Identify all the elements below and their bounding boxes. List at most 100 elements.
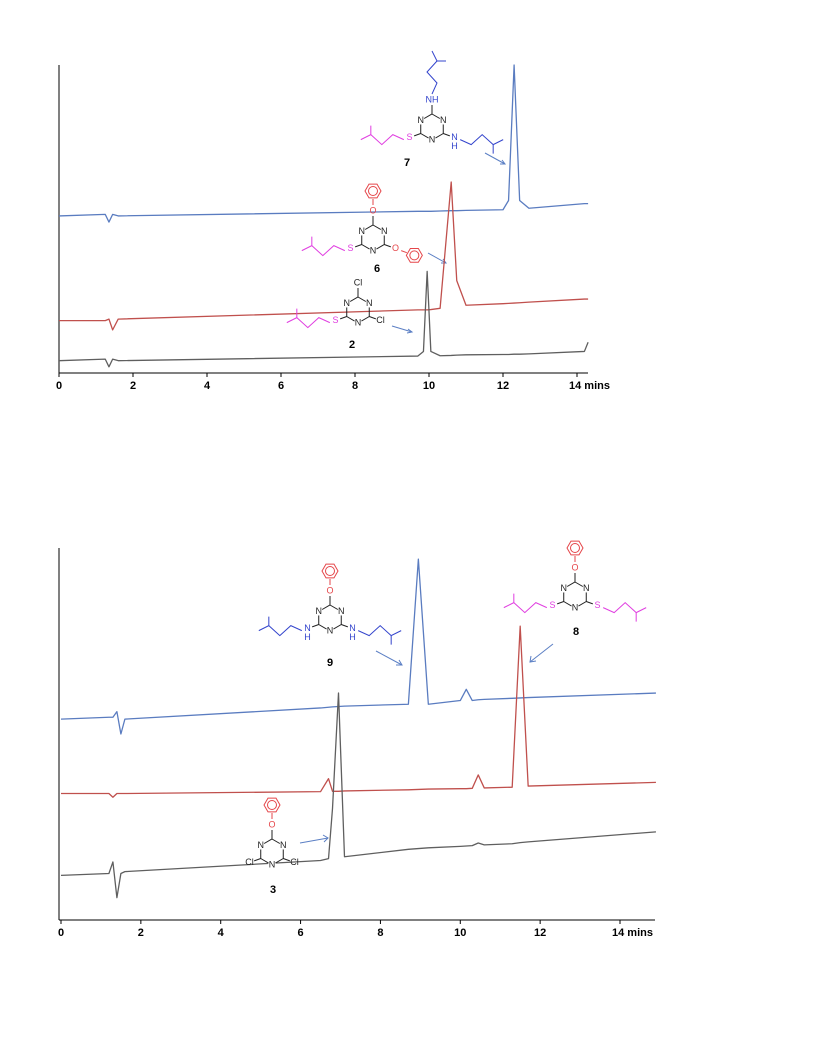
trace <box>58 64 589 223</box>
label-mask <box>314 607 323 616</box>
chain <box>390 630 402 637</box>
ring-atom: N <box>440 115 447 125</box>
x-tick-label: 10 <box>423 380 435 392</box>
x-tick-label: 12 <box>534 927 546 939</box>
arrow-head <box>396 659 403 666</box>
substituent-atom: N <box>451 132 458 142</box>
label-mask <box>439 116 448 125</box>
ring-atom: N <box>370 245 377 255</box>
phenyl <box>364 183 382 199</box>
ring-atom: N <box>269 859 276 869</box>
chain <box>296 317 331 329</box>
label-mask <box>416 116 425 125</box>
ring-atom: N <box>280 840 287 850</box>
bond <box>354 244 362 248</box>
chain <box>268 625 303 637</box>
trace <box>59 181 589 331</box>
trace <box>60 692 656 899</box>
phenyl <box>263 797 281 813</box>
x-tick-label: 14 mins <box>569 380 610 392</box>
bond <box>556 601 564 605</box>
substituent-atom: N <box>349 623 356 633</box>
substituent-atom: Cl <box>290 857 299 867</box>
chain <box>357 624 392 637</box>
x-tick-label: 6 <box>298 927 304 939</box>
ring-atom: N <box>572 602 579 612</box>
x-tick-label: 0 <box>56 380 62 392</box>
label-mask <box>268 861 276 869</box>
substituent-atom: S <box>549 600 555 610</box>
phenyl <box>321 563 339 579</box>
arrow-head <box>529 655 537 663</box>
arrow-head <box>406 328 414 334</box>
chain <box>370 134 405 146</box>
substituent-atom: S <box>595 600 601 610</box>
ring-atom: N <box>358 226 365 236</box>
phenyl <box>368 186 378 196</box>
chain <box>311 245 346 257</box>
substituent-atom: O <box>571 562 578 572</box>
ring-atom: N <box>315 606 322 616</box>
substituent-atom: O <box>369 205 376 215</box>
substituent-atom: Cl <box>245 857 254 867</box>
bond <box>586 601 594 605</box>
chain <box>258 625 270 632</box>
x-tick-label: 6 <box>278 380 284 392</box>
compound-number: 7 <box>404 157 410 169</box>
bond <box>384 244 392 248</box>
compound-number: 2 <box>349 339 355 351</box>
phenyl <box>570 543 580 553</box>
substituent-atom: Cl <box>354 277 363 287</box>
label-mask <box>559 584 568 593</box>
chain <box>431 50 438 62</box>
label-mask <box>337 607 346 616</box>
bond <box>401 250 407 254</box>
ring-atom: N <box>381 226 388 236</box>
label-mask <box>380 227 389 236</box>
substituent-atom: S <box>332 315 338 325</box>
chain <box>602 601 637 614</box>
chain <box>426 60 438 95</box>
compound-number: 3 <box>270 884 276 896</box>
compound-number: 6 <box>374 263 380 275</box>
ring-atom: N <box>355 317 362 327</box>
trace <box>58 270 589 368</box>
bond <box>413 133 421 137</box>
bond <box>369 316 377 320</box>
substituent-atom: O <box>392 243 399 253</box>
ring-atom: N <box>366 298 373 308</box>
arrow <box>427 252 447 264</box>
label-mask <box>354 319 362 327</box>
substituent-atom: O <box>326 585 333 595</box>
phenyl <box>267 800 277 810</box>
phenyl <box>405 247 423 263</box>
x-tick-label: 12 <box>497 380 509 392</box>
x-tick-label: 0 <box>58 927 64 939</box>
phenyl <box>566 540 584 556</box>
label-mask <box>365 299 374 308</box>
arrow-head <box>500 159 506 165</box>
substituent-atom: S <box>406 132 412 142</box>
label-mask <box>582 584 591 593</box>
bond <box>311 624 319 628</box>
bond <box>341 624 349 628</box>
arrow <box>391 325 413 333</box>
trace <box>61 625 656 798</box>
chain <box>301 245 313 252</box>
label-mask <box>369 247 377 255</box>
substituent-atom: NH <box>426 94 439 104</box>
ring-atom: N <box>327 625 334 635</box>
arrow-head <box>322 834 329 843</box>
ring-atom: N <box>338 606 345 616</box>
phenyl <box>409 250 420 261</box>
label-mask <box>256 841 265 850</box>
